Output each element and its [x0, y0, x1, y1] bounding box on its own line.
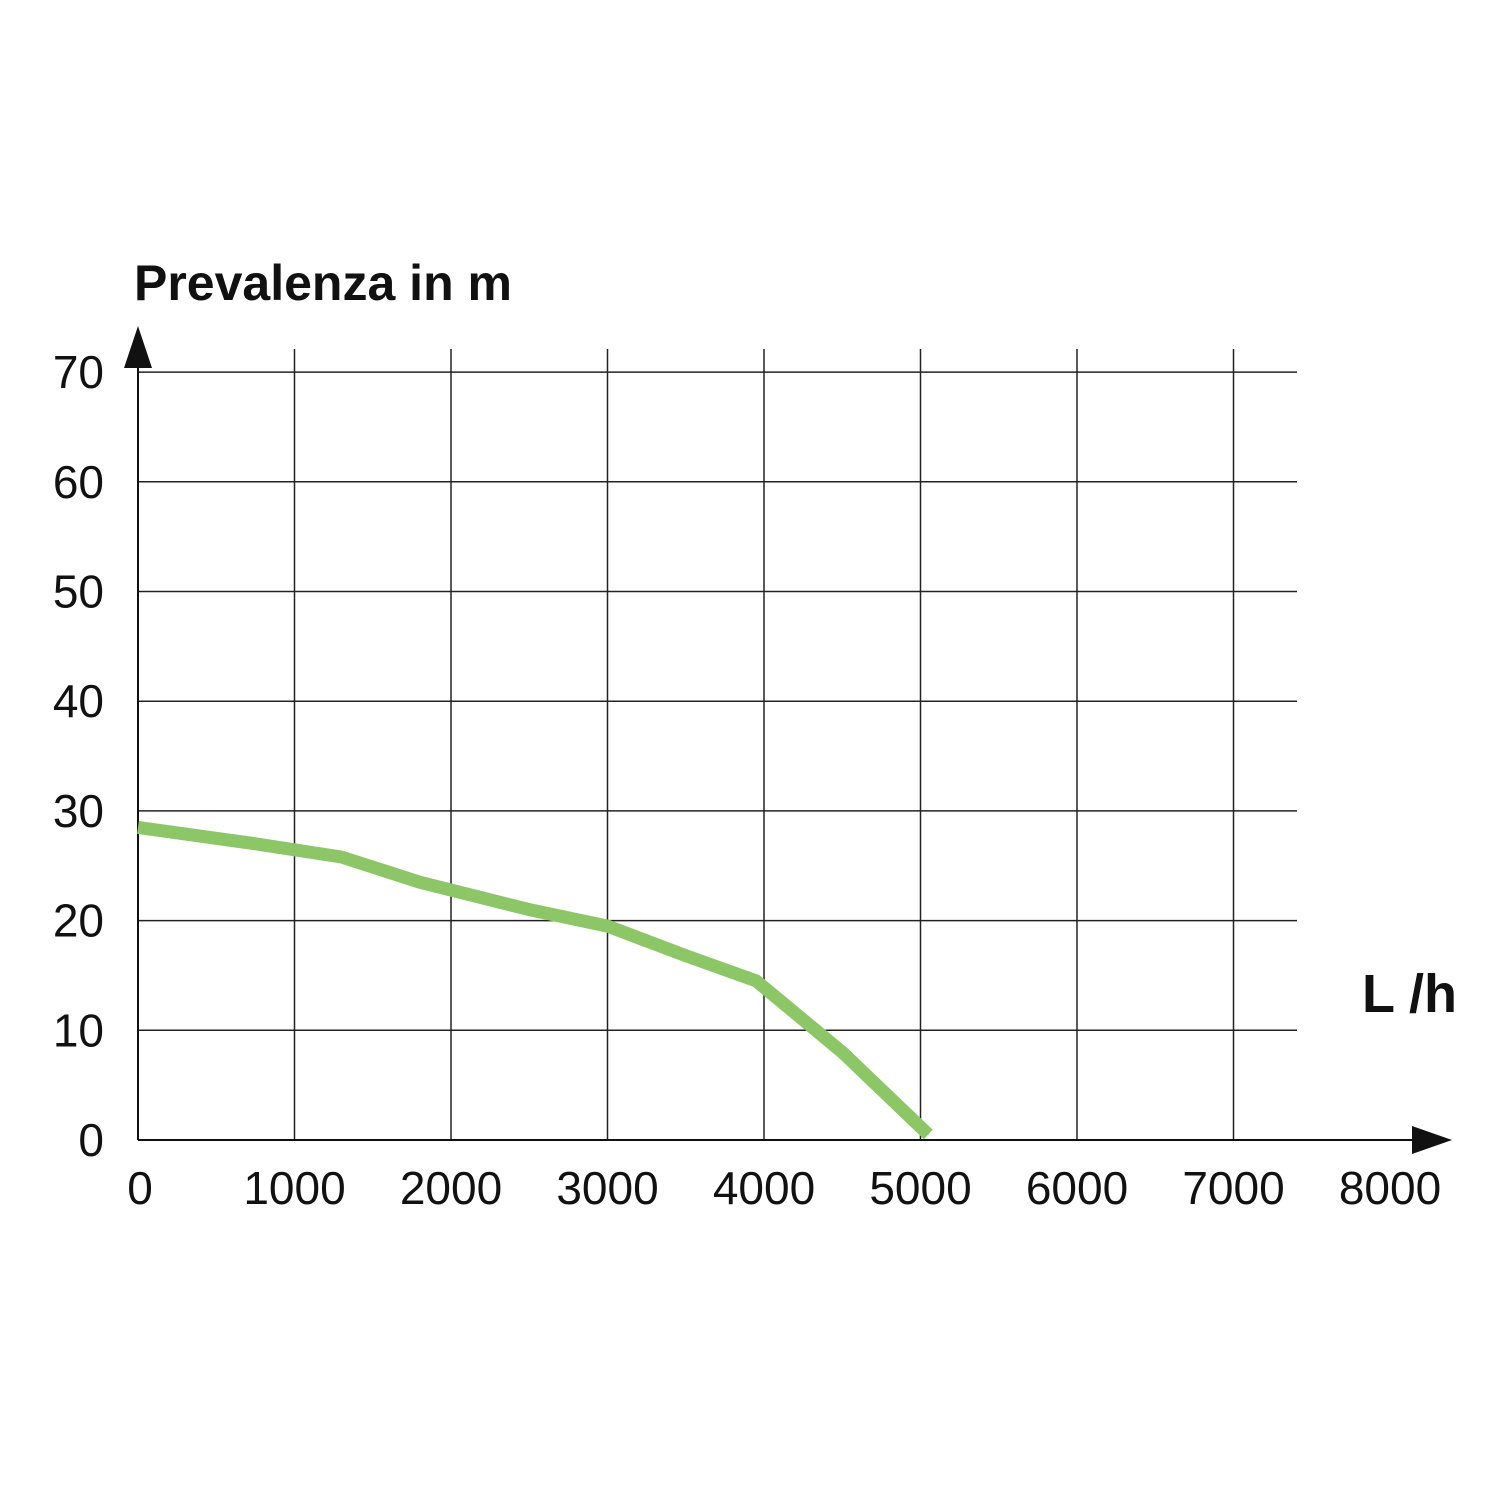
series-line [137, 820, 933, 1140]
x-tick-label: 5000 [869, 1162, 971, 1214]
y-tick-label: 40 [53, 675, 104, 727]
x-tick-label: 1000 [243, 1162, 345, 1214]
series-layer [137, 820, 933, 1140]
x-axis-arrow-icon [1412, 1126, 1452, 1154]
y-tick-label: 70 [53, 346, 104, 398]
x-tick-label: 8000 [1339, 1162, 1441, 1214]
x-tick-label: 2000 [400, 1162, 502, 1214]
y-tick-label: 50 [53, 566, 104, 618]
x-tick-label: 6000 [1026, 1162, 1128, 1214]
x-tick-labels: 0 1000 2000 3000 4000 5000 6000 7000 8000 [127, 1162, 1441, 1214]
grid [138, 349, 1297, 1140]
y-tick-label: 20 [53, 895, 104, 947]
x-tick-label: 4000 [713, 1162, 815, 1214]
axes [124, 326, 1452, 1154]
y-tick-label: 10 [53, 1004, 104, 1056]
x-tick-label: 0 [127, 1162, 153, 1214]
y-axis-arrow-icon [124, 326, 152, 368]
y-tick-label: 60 [53, 456, 104, 508]
x-tick-label: 7000 [1182, 1162, 1284, 1214]
y-axis-label: Prevalenza in m [134, 255, 512, 311]
x-tick-label: 3000 [556, 1162, 658, 1214]
y-tick-label: 0 [78, 1114, 104, 1166]
y-tick-labels: 0 10 20 30 40 50 60 70 [53, 346, 104, 1166]
y-tick-label: 30 [53, 785, 104, 837]
x-axis-label: L /h [1362, 964, 1457, 1024]
